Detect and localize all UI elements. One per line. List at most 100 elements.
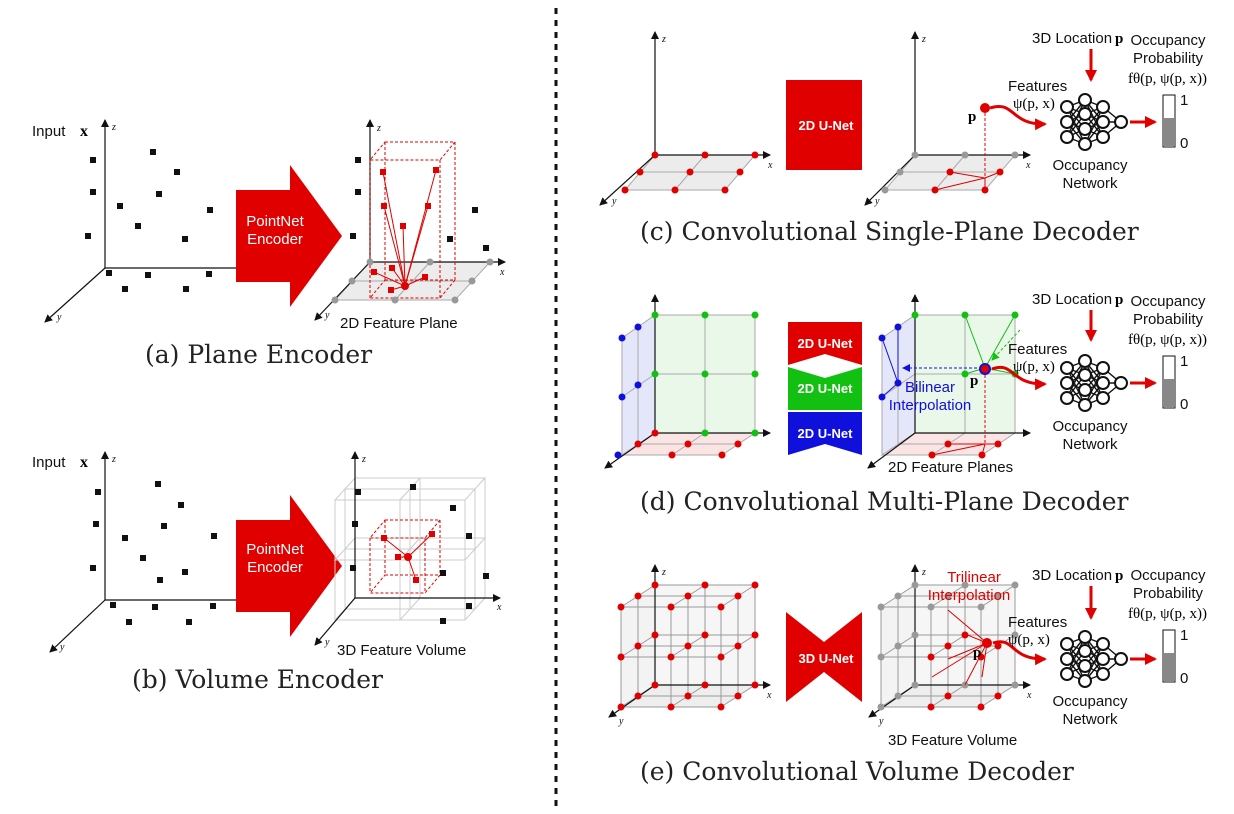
network-node [1060, 652, 1074, 666]
network-node [1060, 667, 1074, 681]
axis-y-label: y [611, 196, 617, 207]
encoder-label-line2: Encoder [247, 559, 303, 576]
axis-x-label: x [496, 602, 502, 613]
grid-node [877, 653, 885, 661]
panel-e: z x y 3D U-Net z x y p Trilinear Interpolati… [608, 564, 1207, 786]
network-label-line1: Occupancy [1052, 693, 1128, 710]
decoder-c: 3D Location p Features ψ(p, x) Occupancy… [1008, 30, 1207, 192]
grid-node [977, 603, 985, 611]
axis-x-label: x [1026, 690, 1032, 701]
occupancy-formula: fθ(p, ψ(p, x)) [1128, 71, 1207, 87]
occupancy-formula: fθ(p, ψ(p, x)) [1128, 606, 1207, 622]
grid-node [651, 631, 659, 639]
grid-node [651, 581, 659, 589]
location-label: 3D Location [1032, 567, 1112, 584]
bar-min: 0 [1180, 396, 1188, 413]
encoder-label-line1: PointNet [246, 213, 304, 230]
caption-e: (e) Convolutional Volume Decoder [640, 757, 1074, 786]
unet-label-red: 2D U-Net [798, 336, 854, 351]
encoder-arrow-a: PointNet Encoder [236, 165, 342, 307]
grid-node [751, 581, 759, 589]
occupancy-network-icon [1060, 93, 1128, 151]
point-symbol: p [970, 373, 978, 389]
grid-node [734, 592, 742, 600]
network-node [1060, 637, 1074, 651]
network-node [1096, 637, 1110, 651]
input-planes-d [604, 294, 771, 469]
interpolation-label-line2: Interpolation [928, 587, 1011, 604]
network-label-line1: Occupancy [1052, 418, 1128, 435]
features-label: Features [1008, 341, 1067, 358]
network-node [1078, 398, 1092, 412]
bar-max: 1 [1180, 627, 1188, 644]
caption-d: (d) Convolutional Multi-Plane Decoder [640, 487, 1128, 516]
location-label: 3D Location [1032, 291, 1112, 308]
network-node [1078, 137, 1092, 151]
network-label-line2: Network [1062, 711, 1118, 728]
occupancy-label-line1: Occupancy [1130, 567, 1206, 584]
grid-node [667, 603, 675, 611]
grid-node [961, 581, 969, 589]
occupancy-label-line1: Occupancy [1130, 32, 1206, 49]
point-symbol: p [973, 645, 981, 661]
feature-volume-b: z x y 3D Featur [314, 451, 502, 659]
network-node [1060, 130, 1074, 144]
axis-z-label: z [921, 567, 926, 578]
axis-z-label: z [361, 454, 366, 465]
features-formula: ψ(p, x) [1013, 96, 1055, 112]
decoder-d: 3D Location p Features ψ(p, x) Occupancy… [1008, 291, 1207, 453]
grid-node [684, 692, 692, 700]
axis-z-label: z [111, 122, 116, 133]
panel-a: Input x z x y PointNet Encoder [32, 119, 506, 369]
feature-volume-label: 3D Feature Volume [888, 732, 1017, 749]
network-node [1096, 652, 1110, 666]
input-symbol: x [80, 123, 88, 140]
features-formula: ψ(p, x) [1008, 632, 1050, 648]
grid-node [977, 703, 985, 711]
network-node [1060, 100, 1074, 114]
panel-b: Input x z x y PointNet Encoder [32, 451, 502, 694]
grid-node [701, 581, 709, 589]
grid-node [634, 642, 642, 650]
network-node [1078, 674, 1092, 688]
encoder-label-line1: PointNet [246, 541, 304, 558]
grid-node [911, 681, 919, 689]
grid-node [751, 631, 759, 639]
decoder-e: 3D Location p Features ψ(p, x) Occupancy… [1008, 567, 1207, 728]
network-node [1096, 391, 1110, 405]
grid-node [734, 692, 742, 700]
network-node [1078, 107, 1092, 121]
unet-label-green: 2D U-Net [798, 381, 854, 396]
network-node [1078, 659, 1092, 673]
bar-min: 0 [1180, 135, 1188, 152]
grid-node [911, 581, 919, 589]
unet-label: 2D U-Net [799, 118, 855, 133]
location-label: 3D Location [1032, 30, 1112, 47]
bar-max: 1 [1180, 353, 1188, 370]
network-node [1096, 115, 1110, 129]
axis-x-label: x [766, 690, 772, 701]
occupancy-label-line2: Probability [1133, 311, 1204, 328]
axis-y-label: y [878, 716, 884, 727]
network-node [1114, 115, 1128, 129]
network-node [1078, 630, 1092, 644]
grid-node [634, 692, 642, 700]
input-label: Input [32, 454, 66, 471]
input-points-a [85, 149, 213, 292]
network-node [1078, 122, 1092, 136]
grid-node [651, 681, 659, 689]
features-label: Features [1008, 78, 1067, 95]
axis-x-label: x [767, 160, 773, 171]
grid-node [667, 653, 675, 661]
point-symbol: p [968, 109, 976, 125]
axis-z-label: z [661, 567, 666, 578]
feature-volume-label: 3D Feature Volume [337, 642, 466, 659]
network-node [1060, 391, 1074, 405]
network-node [1096, 376, 1110, 390]
grid-node [994, 592, 1002, 600]
axis-y-label: y [618, 716, 624, 727]
occupancy-formula: fθ(p, ψ(p, x)) [1128, 332, 1207, 348]
input-points-b [90, 481, 217, 625]
grid-node [877, 603, 885, 611]
